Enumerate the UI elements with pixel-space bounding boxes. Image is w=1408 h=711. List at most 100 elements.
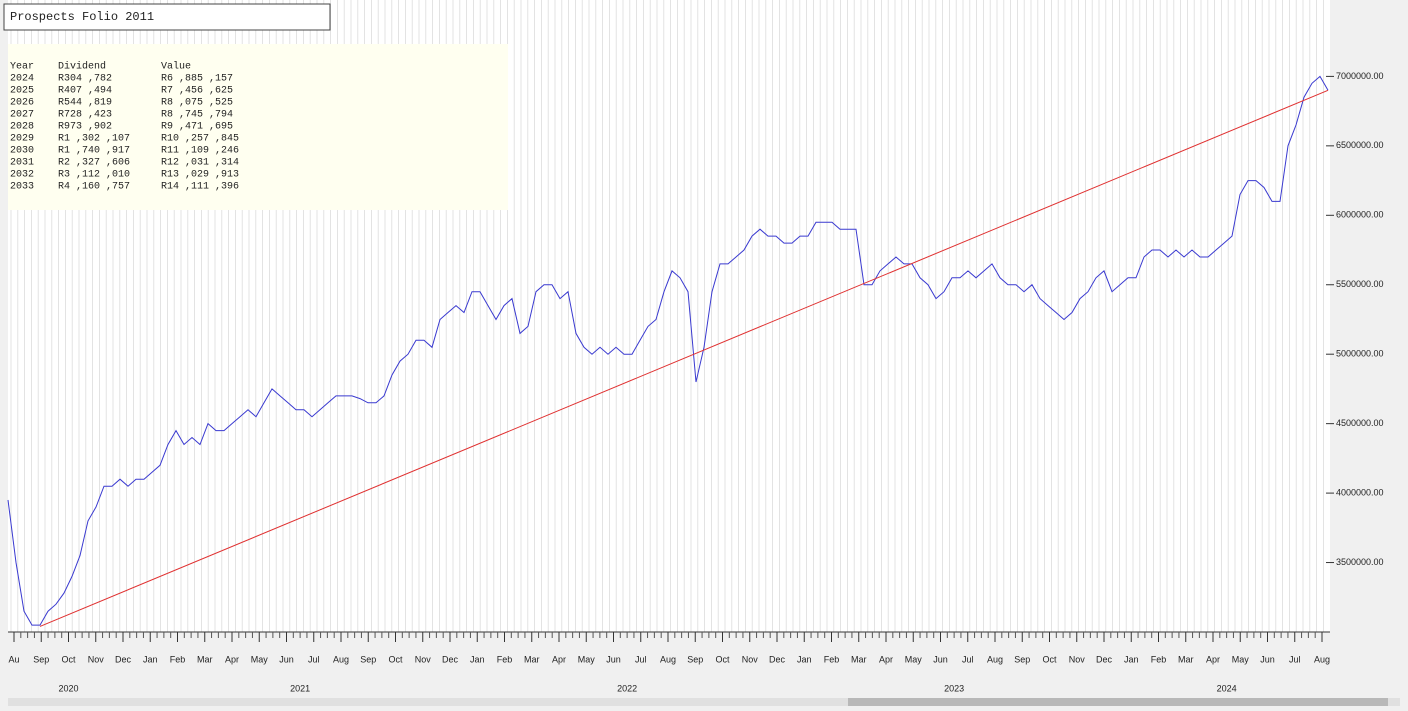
x-tick-label: Dec [442, 654, 459, 664]
x-tick-label: Feb [824, 654, 840, 664]
table-cell: R8 ,075 ,525 [161, 98, 233, 109]
year-label: 2024 [1217, 683, 1237, 693]
x-tick-label: Aug [1314, 654, 1330, 664]
table-cell: 2030 [10, 146, 34, 157]
table-cell: R14 ,111 ,396 [161, 182, 239, 193]
table-header: Value [161, 61, 191, 73]
x-tick-label: Feb [1151, 654, 1167, 664]
table-cell: R3 ,112 ,010 [58, 170, 130, 181]
table-cell: R973 ,902 [58, 122, 112, 133]
x-tick-label: May [578, 654, 596, 664]
x-tick-label: Apr [1206, 654, 1220, 664]
y-tick-label: 6000000.00 [1336, 210, 1384, 220]
x-tick-label: Jun [606, 654, 621, 664]
table-cell: R304 ,782 [58, 74, 112, 85]
x-tick-label: Dec [1096, 654, 1113, 664]
table-cell: R6 ,885 ,157 [161, 74, 233, 85]
table-cell: R4 ,160 ,757 [58, 182, 130, 193]
table-cell: 2027 [10, 110, 34, 121]
table-cell: R544 ,819 [58, 98, 112, 109]
y-tick-label: 4000000.00 [1336, 487, 1384, 497]
year-label: 2022 [617, 683, 637, 693]
title-box [3, 3, 331, 31]
y-tick-label: 5500000.00 [1336, 279, 1384, 289]
price-line [7, 75, 1329, 626]
table-cell: R2 ,327 ,606 [58, 158, 130, 169]
table-cell: 2031 [10, 158, 34, 169]
table-cell: R8 ,745 ,794 [161, 110, 233, 121]
x-tick-label: Nov [742, 654, 759, 664]
x-tick-label: Nov [88, 654, 105, 664]
x-tick-label: Jan [470, 654, 485, 664]
table-cell: 2033 [10, 182, 34, 193]
x-tick-label: Apr [552, 654, 566, 664]
table-cell: R11 ,109 ,246 [161, 146, 239, 157]
x-tick-label: Sep [33, 654, 49, 664]
x-tick-label: Jul [1289, 654, 1301, 664]
x-tick-label: Au [8, 654, 19, 664]
x-tick-label: Jan [797, 654, 812, 664]
x-tick-label: Jul [962, 654, 974, 664]
x-tick-label: Oct [715, 654, 730, 664]
x-tick-label: Jun [1260, 654, 1275, 664]
x-tick-label: Jan [1124, 654, 1139, 664]
x-tick-label: Oct [61, 654, 76, 664]
x-tick-label: Feb [170, 654, 186, 664]
chart-title: Prospects Folio 2011 [10, 10, 154, 24]
x-tick-label: Dec [769, 654, 786, 664]
x-tick-label: Aug [987, 654, 1003, 664]
table-header: Year [10, 62, 34, 73]
vertical-grid [10, 0, 1324, 632]
x-tick-label: Dec [115, 654, 132, 664]
x-tick-label: Oct [388, 654, 403, 664]
x-tick-label: Mar [197, 654, 213, 664]
table-cell: 2032 [10, 170, 34, 181]
x-tick-label: Apr [879, 654, 893, 664]
x-tick-label: Sep [687, 654, 703, 664]
x-tick-label: Mar [524, 654, 540, 664]
table-cell: R9 ,471 ,695 [161, 122, 233, 133]
x-tick-label: Sep [1014, 654, 1030, 664]
x-tick-label: Mar [851, 654, 867, 664]
table-cell: R13 ,029 ,913 [161, 170, 239, 181]
year-label: 2023 [944, 683, 964, 693]
x-tick-label: Aug [660, 654, 676, 664]
y-tick-label: 3500000.00 [1336, 557, 1384, 567]
y-tick-label: 4500000.00 [1336, 418, 1384, 428]
year-label: 2021 [290, 683, 310, 693]
x-tick-label: Jul [308, 654, 320, 664]
x-tick-label: Feb [497, 654, 513, 664]
y-tick-label: 6500000.00 [1336, 140, 1384, 150]
x-tick-label: Apr [225, 654, 239, 664]
table-cell: 2025 [10, 86, 34, 97]
scrollbar-track[interactable] [8, 698, 1400, 706]
table-cell: 2026 [10, 98, 34, 109]
year-label: 2020 [58, 683, 78, 693]
table-cell: R10 ,257 ,845 [161, 134, 239, 145]
x-tick-label: Nov [415, 654, 432, 664]
table-panel [8, 44, 508, 210]
table-cell: R407 ,494 [58, 86, 112, 97]
y-tick-label: 7000000.00 [1336, 71, 1384, 81]
table-cell: 2029 [10, 134, 34, 145]
x-tick-label: Jun [279, 654, 294, 664]
table-cell: R728 ,423 [58, 110, 112, 121]
table-cell: 2028 [10, 122, 34, 133]
table-header: Dividend [58, 61, 106, 73]
x-tick-label: Sep [360, 654, 376, 664]
table-cell: R1 ,740 ,917 [58, 146, 130, 157]
table-cell: 2024 [10, 74, 34, 85]
x-tick-label: May [905, 654, 923, 664]
trend-line [39, 89, 1329, 627]
scrollbar-thumb[interactable] [848, 698, 1388, 706]
x-tick-label: Jun [933, 654, 948, 664]
x-tick-label: Jan [143, 654, 158, 664]
table-cell: R7 ,456 ,625 [161, 86, 233, 97]
x-tick-label: Jul [635, 654, 647, 664]
x-tick-label: Aug [333, 654, 349, 664]
y-tick-label: 5000000.00 [1336, 349, 1384, 359]
x-tick-label: Nov [1069, 654, 1086, 664]
table-cell: R12 ,031 ,314 [161, 158, 239, 169]
